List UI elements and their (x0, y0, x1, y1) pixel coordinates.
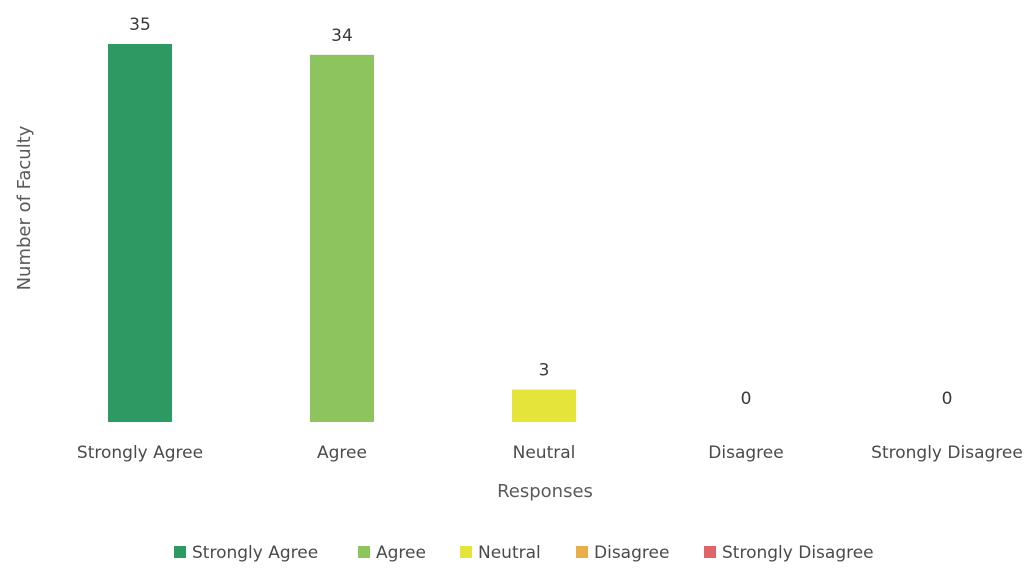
legend-item-neutral: Neutral (460, 543, 541, 563)
bars-group (108, 44, 576, 423)
legend: Strongly Agree Agree Neutral Disagree Strong… (174, 543, 874, 563)
legend-item-disagree: Disagree (576, 543, 669, 563)
legend-label-disagree: Disagree (594, 543, 669, 563)
data-label-disagree: 0 (741, 389, 752, 409)
x-tick-label-strongly-agree: Strongly Agree (77, 443, 203, 463)
legend-swatch-strongly-disagree (704, 546, 716, 558)
data-label-strongly-disagree: 0 (942, 389, 953, 409)
legend-swatch-strongly-agree (174, 546, 186, 558)
bar-strongly-agree (108, 44, 172, 422)
legend-item-agree: Agree (358, 543, 426, 563)
legend-swatch-disagree (576, 546, 588, 558)
data-label-neutral: 3 (539, 361, 550, 381)
legend-label-neutral: Neutral (478, 543, 541, 563)
data-labels-group: 35 34 3 0 0 (129, 15, 952, 409)
legend-swatch-agree (358, 546, 370, 558)
legend-item-strongly-agree: Strongly Agree (174, 543, 318, 563)
data-label-strongly-agree: 35 (129, 15, 151, 35)
x-tick-labels-group: Strongly Agree Agree Neutral Disagree Strong… (77, 443, 1023, 463)
legend-label-strongly-agree: Strongly Agree (192, 543, 318, 563)
y-axis-title: Number of Faculty (14, 125, 35, 290)
legend-item-strongly-disagree: Strongly Disagree (704, 543, 874, 563)
x-tick-label-neutral: Neutral (513, 443, 576, 463)
x-tick-label-strongly-disagree: Strongly Disagree (871, 443, 1023, 463)
x-tick-label-agree: Agree (317, 443, 367, 463)
x-tick-label-disagree: Disagree (708, 443, 783, 463)
data-label-agree: 34 (331, 26, 353, 46)
bar-agree (310, 54, 374, 423)
x-axis-title: Responses (497, 481, 593, 502)
legend-label-strongly-disagree: Strongly Disagree (722, 543, 874, 563)
bar-neutral (512, 389, 576, 422)
legend-label-agree: Agree (376, 543, 426, 563)
legend-swatch-neutral (460, 546, 472, 558)
